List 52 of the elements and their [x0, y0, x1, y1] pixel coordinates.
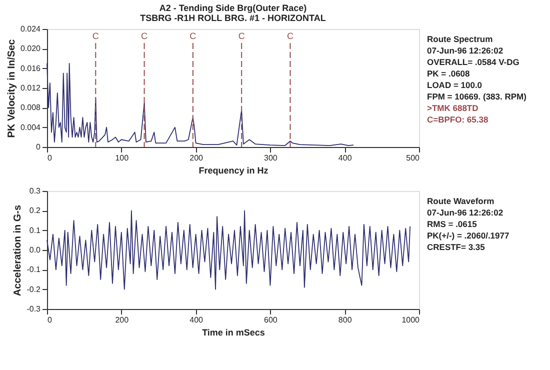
x-tick-label: 200 [190, 154, 204, 162]
x-tick-label: 300 [264, 154, 278, 162]
y-tick-label: 0.008 [20, 103, 42, 112]
x-tick-label: 400 [338, 154, 352, 162]
x-tick-label: 600 [264, 316, 278, 324]
y-tick-label: 0.2 [29, 206, 42, 216]
x-tick-label: 100 [115, 154, 130, 162]
text: 07-Jun-96 12:26:02 [427, 208, 504, 218]
text: >TMK 688TD [427, 103, 478, 113]
y-tick-label: -0.3 [26, 304, 42, 314]
chart-title: A2 - Tending Side Brg(Outer Race) [159, 3, 307, 13]
x-tick-label: 400 [190, 316, 204, 324]
y-tick-label: 0.0 [29, 246, 42, 254]
x-axis-title: Frequency in Hz [198, 166, 269, 176]
y-tick-label: -0.2 [26, 284, 42, 294]
x-tick-label: 0 [48, 316, 52, 324]
y-axis-title: PK Velocity in In/Sec [6, 38, 18, 138]
x-tick-label: 500 [406, 154, 420, 162]
text: FPM = 10669. (383. RPM) [427, 92, 527, 102]
text: Route Waveform [427, 196, 495, 206]
y-tick-label: 0.3 [29, 186, 42, 196]
text: Route Spectrum [427, 34, 494, 44]
ref-line-label: C [238, 31, 246, 41]
y-tick-label: 0 [36, 142, 42, 152]
text: 07-Jun-96 12:26:02 [427, 46, 504, 56]
y-tick-label: 0.016 [20, 64, 42, 73]
x-tick-label: 200 [115, 316, 130, 324]
ref-line-label: C [141, 31, 148, 41]
text: CRESTF= 3.35 [427, 242, 486, 252]
y-tick-label: 0.1 [29, 226, 42, 235]
line-series [46, 62, 354, 146]
ref-line-label: C [190, 31, 197, 41]
ref-line-label: C [286, 31, 294, 41]
y-axis-title: Acceleration in G-s [12, 204, 24, 296]
ref-line-label: C [92, 31, 100, 41]
x-tick-label: 1000 [402, 316, 420, 324]
text: OVERALL= .0584 V-DG [427, 57, 520, 67]
y-tick-label: 0.020 [20, 44, 42, 54]
line-series [46, 210, 411, 290]
y-tick-label: 0.004 [20, 122, 42, 132]
text: PK = .0608 [427, 68, 470, 78]
text: PK(+/-) = .2060/.1977 [427, 230, 510, 240]
x-axis-title: Time in mSecs [202, 328, 265, 338]
text: LOAD = 100.0 [427, 80, 482, 90]
x-tick-label: 800 [338, 316, 352, 324]
text: C=BPFO: 65.38 [427, 114, 488, 124]
x-tick-label: 0 [48, 154, 52, 162]
y-tick-label: -0.1 [26, 265, 42, 274]
y-tick-label: 0.012 [20, 84, 42, 92]
text: RMS = .0615 [427, 219, 478, 229]
y-tick-label: 0.024 [20, 24, 42, 34]
chart-subtitle: TSBRG -R1H ROLL BRG. #1 - HORIZONTAL [140, 13, 326, 23]
